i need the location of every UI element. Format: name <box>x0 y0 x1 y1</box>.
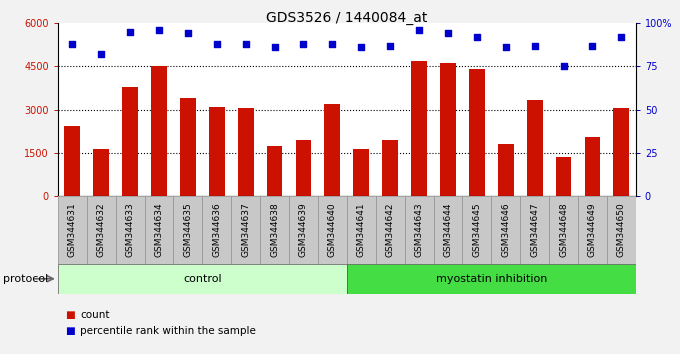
Text: GSM344644: GSM344644 <box>443 203 452 257</box>
Text: GSM344639: GSM344639 <box>299 203 308 257</box>
Text: control: control <box>183 274 222 284</box>
Point <box>616 34 627 40</box>
Bar <box>267 146 282 196</box>
Text: GSM344648: GSM344648 <box>559 203 568 257</box>
Point <box>500 45 511 50</box>
Point <box>529 43 540 48</box>
Text: GDS3526 / 1440084_at: GDS3526 / 1440084_at <box>266 11 428 25</box>
Point <box>298 41 309 47</box>
Text: GSM344645: GSM344645 <box>473 203 481 257</box>
Bar <box>65 126 80 196</box>
Text: GSM344640: GSM344640 <box>328 203 337 257</box>
Bar <box>58 264 347 294</box>
Bar <box>527 99 543 196</box>
Bar <box>434 196 462 264</box>
Bar <box>469 69 485 196</box>
Bar <box>347 264 636 294</box>
Text: GSM344631: GSM344631 <box>68 203 77 257</box>
Bar <box>520 196 549 264</box>
Bar <box>58 196 87 264</box>
Bar <box>578 196 607 264</box>
Bar <box>585 137 600 196</box>
Bar <box>462 196 492 264</box>
Bar <box>238 108 254 196</box>
Text: GSM344646: GSM344646 <box>501 203 510 257</box>
Text: GSM344637: GSM344637 <box>241 203 250 257</box>
Bar <box>122 87 138 196</box>
Text: myostatin inhibition: myostatin inhibition <box>436 274 547 284</box>
Point <box>443 30 454 36</box>
Bar <box>440 63 456 196</box>
Text: GSM344636: GSM344636 <box>212 203 221 257</box>
Bar <box>87 196 116 264</box>
Point <box>154 27 165 33</box>
Bar <box>116 196 144 264</box>
Bar <box>607 196 636 264</box>
Text: GSM344641: GSM344641 <box>357 203 366 257</box>
Point <box>269 45 280 50</box>
Text: GSM344632: GSM344632 <box>97 203 105 257</box>
Text: GSM344643: GSM344643 <box>415 203 424 257</box>
Bar <box>58 196 636 264</box>
Bar <box>347 196 376 264</box>
Text: percentile rank within the sample: percentile rank within the sample <box>80 326 256 336</box>
Point <box>356 45 367 50</box>
Point <box>182 30 193 36</box>
Text: GSM344633: GSM344633 <box>126 203 135 257</box>
Bar <box>549 196 578 264</box>
Bar <box>151 67 167 196</box>
Text: GSM344634: GSM344634 <box>154 203 163 257</box>
Text: ■: ■ <box>65 310 74 320</box>
Bar <box>354 149 369 196</box>
Text: ■: ■ <box>65 326 74 336</box>
Bar <box>376 196 405 264</box>
Bar <box>231 196 260 264</box>
Text: GSM344649: GSM344649 <box>588 203 597 257</box>
Bar <box>180 98 196 196</box>
Bar <box>318 196 347 264</box>
Bar <box>260 196 289 264</box>
Bar <box>173 196 203 264</box>
Bar <box>203 196 231 264</box>
Text: GSM344642: GSM344642 <box>386 203 394 257</box>
Point <box>211 41 222 47</box>
Text: GSM344638: GSM344638 <box>270 203 279 257</box>
Bar <box>405 196 434 264</box>
Text: protocol: protocol <box>3 274 49 284</box>
Bar <box>296 140 311 196</box>
Point <box>413 27 424 33</box>
Point <box>587 43 598 48</box>
Point <box>385 43 396 48</box>
Point <box>67 41 78 47</box>
Point <box>327 41 338 47</box>
Bar <box>93 149 109 196</box>
Point <box>471 34 482 40</box>
Bar <box>324 104 340 196</box>
Point <box>96 51 107 57</box>
Text: GSM344647: GSM344647 <box>530 203 539 257</box>
Point <box>240 41 251 47</box>
Bar <box>382 140 398 196</box>
Bar <box>498 144 513 196</box>
Bar <box>209 107 224 196</box>
Bar <box>411 61 427 196</box>
Bar <box>613 108 629 196</box>
Text: count: count <box>80 310 109 320</box>
Bar <box>556 158 571 196</box>
Point <box>558 64 569 69</box>
Point <box>124 29 135 35</box>
Bar <box>492 196 520 264</box>
Text: GSM344635: GSM344635 <box>184 203 192 257</box>
Text: GSM344650: GSM344650 <box>617 203 626 257</box>
Bar <box>144 196 173 264</box>
Bar <box>289 196 318 264</box>
